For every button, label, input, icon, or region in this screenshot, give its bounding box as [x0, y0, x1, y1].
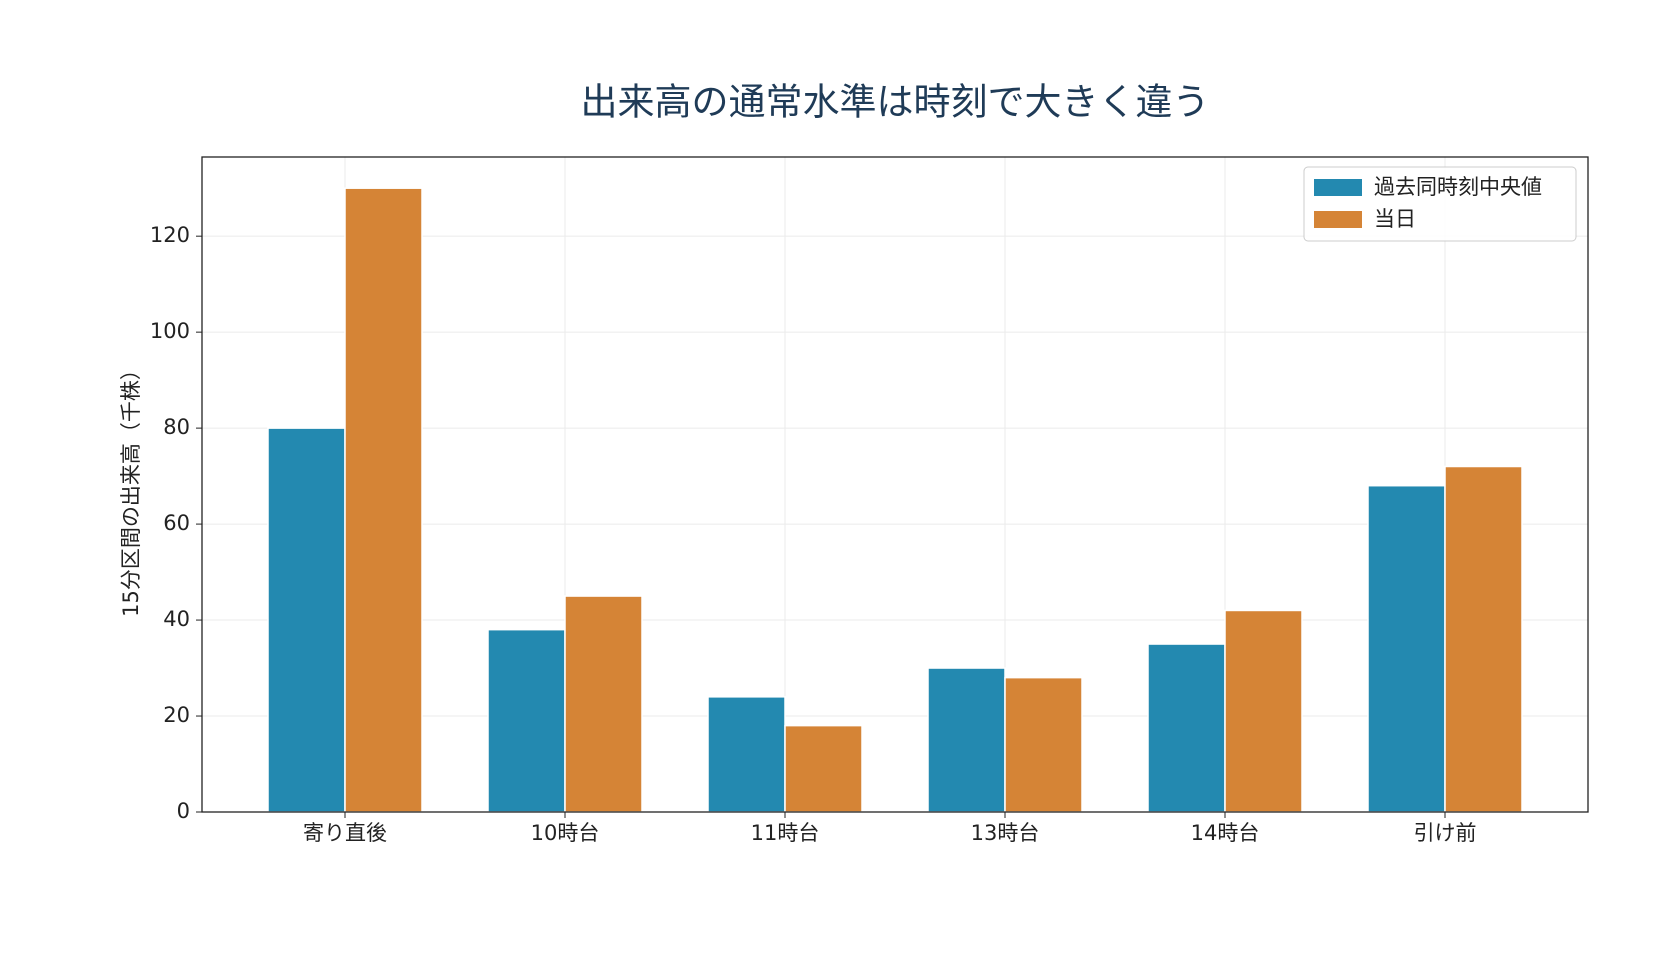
legend-label: 当日	[1374, 207, 1416, 231]
bar	[1444, 465, 1523, 813]
bar	[784, 724, 863, 813]
bar	[1147, 643, 1226, 813]
bar	[344, 187, 423, 813]
legend-box	[1303, 166, 1577, 242]
bar	[564, 595, 643, 813]
x-tick-label: 14時台	[1191, 821, 1260, 845]
chart-title: 出来高の通常水準は時刻で大きく違う	[581, 81, 1210, 124]
x-tick-label: 寄り直後	[303, 821, 387, 845]
x-tick-label: 10時台	[531, 821, 600, 845]
y-tick-label: 0	[177, 799, 190, 823]
x-tick-label: 11時台	[751, 821, 820, 845]
bar	[1224, 609, 1303, 813]
y-tick-label: 20	[163, 703, 190, 727]
bar	[487, 628, 566, 813]
y-tick-label: 40	[163, 607, 190, 631]
x-tick-label: 13時台	[971, 821, 1040, 845]
y-tick-label: 120	[150, 223, 190, 247]
bar	[927, 667, 1006, 813]
legend-swatch	[1314, 179, 1362, 196]
y-axis-label: 15分区間の出来高（千株）	[119, 359, 143, 617]
bar	[1367, 484, 1446, 813]
bar	[1004, 676, 1083, 813]
legend-swatch	[1314, 211, 1362, 228]
bar	[707, 696, 786, 813]
legend-label: 過去同時刻中央値	[1374, 175, 1542, 199]
x-tick-label: 引け前	[1414, 821, 1477, 845]
plot-frame	[201, 156, 1589, 813]
y-tick-label: 80	[163, 415, 190, 439]
y-tick-label: 60	[163, 511, 190, 535]
y-tick-label: 100	[150, 319, 190, 343]
bar	[267, 427, 346, 813]
